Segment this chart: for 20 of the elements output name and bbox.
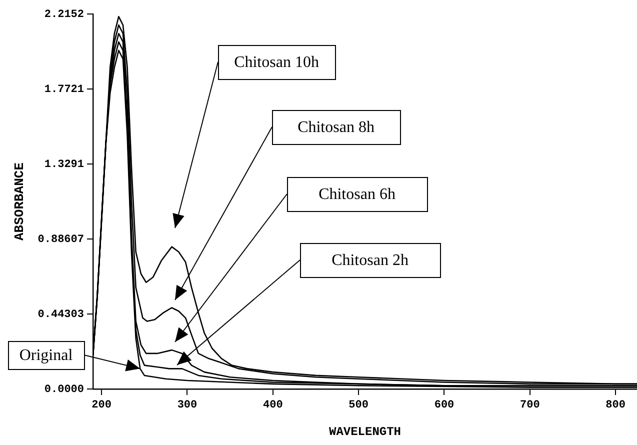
annotation: Original	[19, 347, 74, 364]
x-tick-label: 200	[92, 399, 112, 412]
annotation: Chitosan 2h	[332, 252, 408, 270]
y-tick-label: 1.3291	[44, 158, 84, 171]
x-tick-label: 400	[263, 399, 283, 412]
x-tick-label: 600	[434, 399, 454, 412]
y-tick-label: 0.0000	[44, 384, 84, 396]
y-axis-title: ABSORBANCE	[12, 162, 28, 241]
annotation: Chitosan 10h	[234, 54, 319, 72]
x-tick-label: 700	[520, 399, 540, 412]
annotation: Chitosan 8h	[298, 119, 374, 136]
x-tick-label: 800	[606, 399, 626, 412]
y-tick-label: 1.7721	[44, 84, 84, 96]
annotation: Chitosan 6h	[318, 186, 396, 204]
x-axis-title: WAVELENGTH	[328, 424, 402, 439]
y-tick-label: 0.44303	[38, 308, 84, 321]
x-tick-label: 500	[348, 399, 368, 412]
y-tick-label: 2.2152	[44, 8, 84, 21]
x-tick-label: 300	[177, 399, 198, 412]
y-tick-label: 0.88607	[38, 234, 84, 246]
